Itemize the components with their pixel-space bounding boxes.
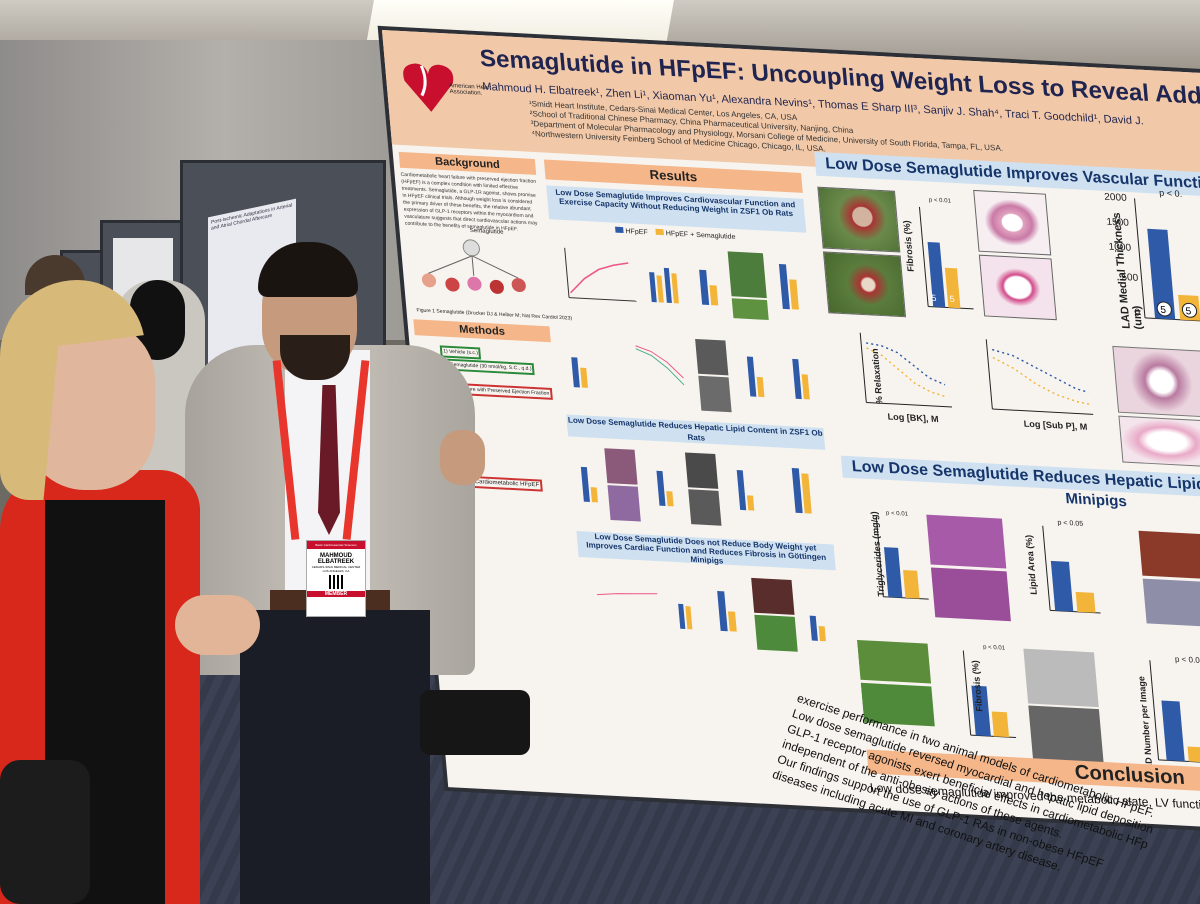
- hepatic-minipig-charts: [875, 514, 1200, 628]
- badge-qr-code: [329, 575, 343, 589]
- legend-swatch-sema: [655, 228, 665, 236]
- legend-sema: HFpEF + Semaglutide: [665, 230, 736, 241]
- name-badge: Basic Cardiovascular Sciences MAHMOUD EL…: [306, 540, 366, 617]
- visitor-hands: [175, 595, 260, 655]
- tick: 500: [1120, 272, 1139, 284]
- badge-role: MEMBER: [307, 591, 365, 597]
- presenter-hand: [440, 430, 485, 485]
- tick: 0: [1134, 307, 1141, 319]
- svg-text:5: 5: [949, 294, 955, 304]
- legend: HFpEF HFpEF + Semaglutide: [615, 226, 736, 241]
- research-poster: American Heart Association. Semaglutide …: [382, 30, 1200, 840]
- p-value: p < 0.01: [928, 197, 952, 205]
- presenter-tie: [318, 385, 340, 535]
- histology-image: [817, 186, 901, 253]
- relaxation-curves: [859, 332, 1094, 415]
- badge-first-name: MAHMOUD: [320, 553, 352, 559]
- artery-histology-image: [1118, 415, 1200, 468]
- badge-affiliation: CEDARS-SINAI MEDICAL CENTER: [311, 565, 361, 569]
- visitor-handbag: [0, 760, 90, 904]
- small-charts-row: [564, 247, 799, 320]
- chart-fibrosis-vascular: 5 5: [918, 206, 974, 310]
- background-text: Cardiometabolic heart failure with prese…: [400, 171, 538, 233]
- method-step: Cardiometabolic HFpEF: [471, 475, 543, 492]
- badge-org: Basic Cardiovascular Sciences: [307, 541, 365, 549]
- tick: 1500: [1106, 216, 1130, 229]
- hepatic-charts-row: [580, 448, 812, 526]
- badge-last-name: ELBATREEK: [317, 559, 355, 565]
- minipig-lipid-charts: [856, 639, 1200, 764]
- aha-heart-logo: [403, 63, 454, 112]
- artery-histology-image: [973, 189, 1052, 256]
- tick: 1000: [1108, 241, 1132, 254]
- artery-histology-image: [978, 254, 1057, 321]
- back-poster-title: Post-Ischemic Adaptations in Arterial an…: [211, 202, 293, 232]
- p-value: p < 0.01: [885, 510, 909, 518]
- histology-image: [822, 251, 907, 318]
- presenter-beard: [280, 335, 350, 380]
- svg-text:5: 5: [1160, 305, 1167, 316]
- svg-text:5: 5: [1185, 306, 1192, 317]
- minipig-charts-row: [596, 577, 826, 652]
- badge-city: LOS ANGELES, CA: [322, 569, 350, 573]
- semaglutide-diagram-label: Semaglutide: [469, 227, 504, 236]
- mechanism-diagram: [421, 239, 526, 294]
- chart-lad-thickness: 5 5: [1134, 198, 1200, 322]
- result-header: Low Dose Semaglutide Improves Cardiovasc…: [546, 185, 807, 233]
- legend-swatch-hfpef: [615, 226, 624, 234]
- result-header: Low Dose Semaglutide Does not Reduce Bod…: [576, 531, 836, 571]
- figure-caption: Figure 1 Semaglutide (Drucker DJ & Heibe…: [416, 307, 573, 322]
- legend-hfpef: HFpEF: [625, 228, 649, 237]
- section-background: Background: [398, 151, 537, 175]
- presenter-trousers: [240, 610, 430, 904]
- p-value: p < 0.001: [1174, 654, 1200, 666]
- backpack-on-floor: [420, 690, 530, 755]
- tick: 2000: [1103, 191, 1128, 204]
- p-value: p < 0.: [1158, 187, 1183, 199]
- section-methods: Methods: [413, 319, 551, 343]
- small-charts-row: [571, 338, 810, 413]
- svg-text:5: 5: [931, 293, 937, 303]
- p-value: p < 0.01: [982, 644, 1006, 652]
- artery-histology-image: [1112, 345, 1200, 418]
- p-value: p < 0.05: [1057, 519, 1084, 528]
